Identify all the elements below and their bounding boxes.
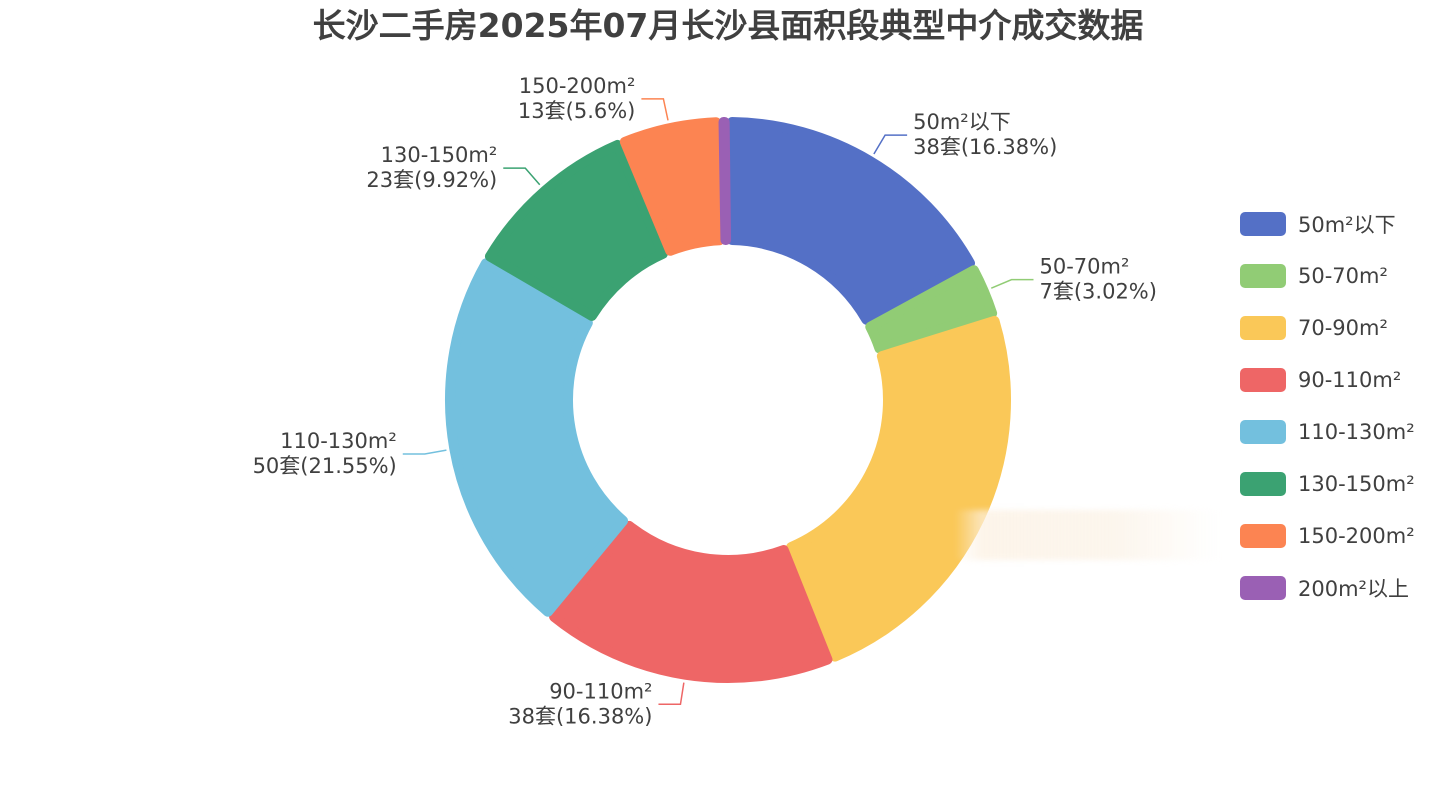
legend-swatch [1240,264,1286,288]
slice-label-name: 50m²以下 [913,110,1011,134]
legend-swatch [1240,420,1286,444]
slice-6[interactable] [619,117,725,256]
legend-swatch [1240,576,1286,600]
slice-label-3: 90-110m² 38套(16.38%) [508,679,652,728]
legend-label: 90-110m² [1298,368,1402,392]
slice-2[interactable] [786,315,1011,662]
slice-label-value: 50套(21.55%) [253,454,397,478]
leader-line-0 [873,134,908,155]
blurred-overlay [955,510,1220,560]
leader-line-1 [990,278,1034,289]
slice-label-name: 50-70m² [1040,255,1130,279]
leader-line-5 [503,167,541,186]
legend-label: 110-130m² [1298,420,1415,444]
legend-label: 70-90m² [1298,316,1388,340]
legend-item-5[interactable]: 130-150m² [1240,458,1415,510]
slice-label-value: 38套(16.38%) [913,135,1057,159]
legend-swatch [1240,368,1286,392]
slice-label-0: 50m²以下 38套(16.38%) [913,110,1057,159]
slice-4[interactable] [445,258,629,617]
slice-3[interactable] [549,520,833,683]
leader-line-4 [402,449,447,455]
legend-label: 200m²以上 [1298,577,1409,601]
slice-0[interactable] [727,117,976,325]
legend-item-3[interactable]: 90-110m² [1240,354,1415,406]
legend-item-2[interactable]: 70-90m² [1240,302,1415,354]
slice-label-value: 23套(9.92%) [366,168,497,192]
chart-legend: 50m²以下 50-70m² 70-90m² 90-110m² 110-130m² 130… [1240,198,1415,614]
slice-label-value: 7套(3.02%) [1040,280,1157,304]
slice-1[interactable] [865,265,998,354]
legend-label: 130-150m² [1298,472,1415,496]
legend-label: 150-200m² [1298,524,1415,548]
legend-item-0[interactable]: 50m²以下 [1240,198,1415,250]
legend-swatch [1240,212,1286,236]
legend-swatch [1240,472,1286,496]
slice-label-1: 50-70m² 7套(3.02%) [1040,255,1157,304]
slice-label-value: 13套(5.6%) [518,99,635,123]
legend-item-1[interactable]: 50-70m² [1240,250,1415,302]
slice-5[interactable] [484,139,668,321]
slice-label-6: 150-200m² 13套(5.6%) [518,74,635,123]
slice-label-name: 130-150m² [381,143,498,167]
slice-label-name: 150-200m² [519,74,636,98]
chart-title: 长沙二手房2025年07月长沙县面积段典型中介成交数据 [312,6,1144,45]
legend-item-6[interactable]: 150-200m² [1240,510,1415,562]
slice-7[interactable] [718,117,732,246]
slice-label-name: 110-130m² [280,429,397,453]
label-leader-lines [402,98,1034,706]
slice-label-name: 90-110m² [549,679,652,703]
legend-label: 50m²以下 [1298,213,1396,237]
slice-label-4: 110-130m² 50套(21.55%) [253,429,397,478]
donut-slices [445,117,1011,683]
slice-label-5: 130-150m² 23套(9.92%) [366,143,497,192]
legend-swatch [1240,524,1286,548]
leader-line-6 [641,98,669,121]
slice-label-value: 38套(16.38%) [508,704,652,728]
legend-item-4[interactable]: 110-130m² [1240,406,1415,458]
leader-line-3 [658,682,685,706]
legend-item-7[interactable]: 200m²以上 [1240,562,1415,614]
legend-swatch [1240,316,1286,340]
slice-labels: 50m²以下 38套(16.38%)50-70m² 7套(3.02%)90-110m… [253,74,1157,728]
legend-label: 50-70m² [1298,264,1388,288]
